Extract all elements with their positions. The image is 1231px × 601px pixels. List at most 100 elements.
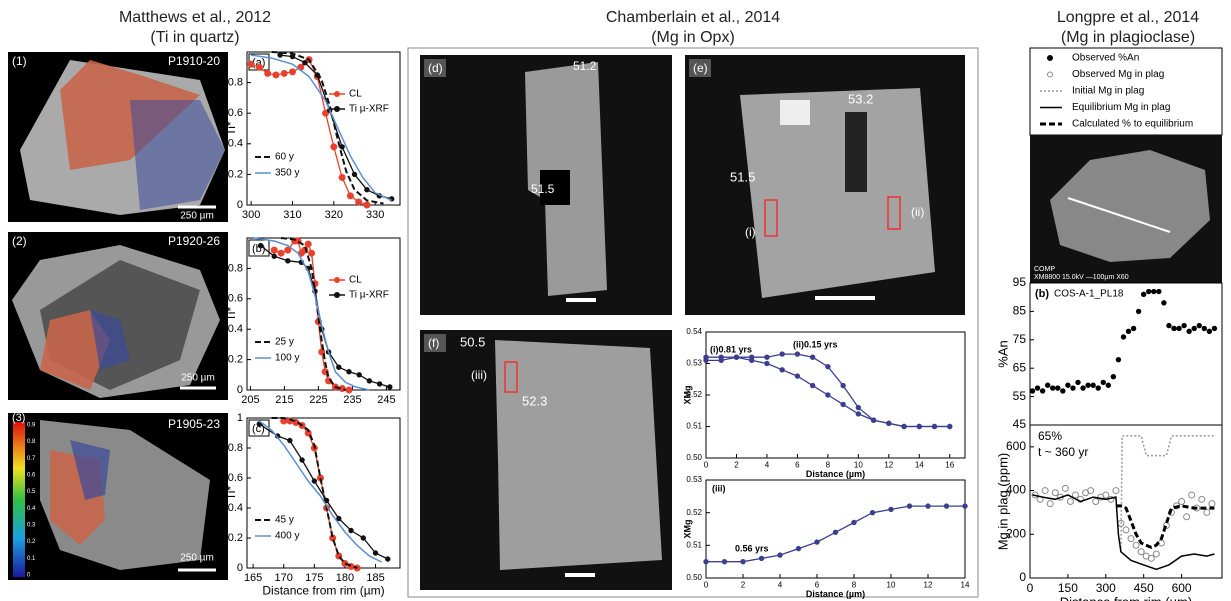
data-point xyxy=(901,423,907,430)
data-point xyxy=(703,558,709,565)
y-axis-label: Mg in plag (ppm) xyxy=(995,453,1010,551)
y-tick-label: 0.2 xyxy=(228,354,243,366)
x-tick-label: 310 xyxy=(283,209,301,221)
data-point xyxy=(916,423,922,430)
y-tick-label: 45 xyxy=(1013,417,1027,431)
x-tick-label: 0 xyxy=(704,580,709,589)
y-tick-label: 85 xyxy=(1013,304,1027,318)
data-point xyxy=(302,60,308,66)
image-panel: (e) 53.2 51.5 (i) (ii) xyxy=(685,55,965,315)
data-point xyxy=(740,558,746,565)
data-point xyxy=(360,535,366,541)
data-point xyxy=(385,556,391,562)
x-tick-label: 8 xyxy=(826,460,831,469)
x-tick-label: 205 xyxy=(241,394,259,406)
data-point xyxy=(299,457,305,463)
data-point xyxy=(1105,382,1112,388)
data-point xyxy=(1090,382,1096,388)
data-point xyxy=(285,258,291,264)
plot-area xyxy=(1029,424,1223,579)
data-point xyxy=(1201,325,1208,332)
data-point xyxy=(962,503,968,509)
x-tick-label: 4 xyxy=(765,460,770,469)
y-tick-label: 0.50 xyxy=(686,453,702,462)
series-line xyxy=(258,420,382,563)
data-point xyxy=(1075,379,1081,386)
data-point xyxy=(1132,541,1140,549)
data-point xyxy=(257,242,264,249)
chart: 0 2 4 6 8 10 12 14 16 0.50 0.51 0.52 0.53 0.54 XMg Dist… xyxy=(682,327,966,479)
image-panel: (2) P1920-26 250 µm xyxy=(8,232,228,400)
data-point xyxy=(703,357,709,364)
data-point xyxy=(1066,498,1074,505)
y-tick-label: 65 xyxy=(1013,360,1027,374)
data-point xyxy=(764,360,770,367)
colorbar-tick-label: 0.7 xyxy=(27,456,36,462)
data-point xyxy=(1034,385,1041,391)
legend-label: Observed %An xyxy=(1072,53,1139,64)
data-point xyxy=(247,60,255,68)
x-tick-label: 6 xyxy=(815,580,820,589)
y-tick-label: 1 xyxy=(237,412,243,424)
scale-label: 250 µm xyxy=(181,373,215,384)
x-tick-label: 0 xyxy=(704,460,709,469)
data-point xyxy=(1196,322,1202,329)
sample-label: P1905-23 xyxy=(168,417,220,431)
data-point xyxy=(364,187,370,193)
y-tick-label: 0.51 xyxy=(686,422,702,431)
data-point xyxy=(311,478,318,484)
data-point xyxy=(947,423,953,430)
data-point xyxy=(280,69,288,77)
data-point xyxy=(1188,491,1196,499)
x-axis-label: Distance from rim (µm) xyxy=(262,583,384,597)
data-point xyxy=(1115,356,1122,363)
colorbar-tick-label: 0.9 xyxy=(27,423,36,429)
y-tick-label: 75 xyxy=(1013,332,1027,346)
x-tick-label: 215 xyxy=(275,394,293,406)
legend-label: Ti µ-XRF xyxy=(349,290,389,301)
data-point xyxy=(906,503,913,509)
data-point xyxy=(794,351,801,357)
data-point xyxy=(1095,385,1101,391)
data-point xyxy=(1031,491,1039,499)
legend-label: Observed Mg in plag xyxy=(1072,69,1164,80)
legend-marker xyxy=(1047,55,1053,61)
annotation: t ~ 360 yr xyxy=(1038,445,1088,459)
legend-label: 100 y xyxy=(275,353,299,364)
x-tick-label: 10 xyxy=(887,580,896,589)
y-tick-label: 0.52 xyxy=(686,390,702,399)
y-tick-label: 0.8 xyxy=(228,442,243,454)
data-point xyxy=(825,363,831,370)
y-tick-label: 0.4 xyxy=(228,502,243,514)
series-line xyxy=(1115,504,1215,550)
plot-area xyxy=(1029,282,1223,426)
data-point xyxy=(779,367,785,373)
data-point xyxy=(1122,526,1130,534)
data-point xyxy=(387,384,393,390)
x-tick-label: 600 xyxy=(1172,581,1192,595)
data-point xyxy=(886,420,892,427)
image-panel: (1) P1910-20 250 µm xyxy=(8,52,228,222)
data-point xyxy=(869,509,876,516)
x-tick-label: 12 xyxy=(924,580,933,589)
data-point xyxy=(1206,328,1213,334)
x-tick-label: 4 xyxy=(778,580,783,589)
data-point xyxy=(733,354,740,360)
annotation: 65% xyxy=(1038,429,1062,443)
data-point xyxy=(1152,550,1160,558)
y-axis-label: XMg xyxy=(682,520,692,539)
data-point xyxy=(1029,388,1036,394)
data-point xyxy=(356,372,362,378)
colorbar-tick-label: 0.2 xyxy=(27,539,36,545)
data-point xyxy=(1191,325,1197,332)
legend-label: CL xyxy=(349,275,362,286)
y-tick-label: 0.54 xyxy=(686,327,702,336)
data-point xyxy=(1211,325,1218,332)
x-tick-label: 2 xyxy=(734,460,739,469)
data-point xyxy=(1198,495,1206,503)
colorbar-tick-label: 0.4 xyxy=(27,506,36,512)
colorbar-tick-label: 0.3 xyxy=(27,523,36,529)
image-panel: (d) 51.2 51.5 xyxy=(420,55,672,315)
